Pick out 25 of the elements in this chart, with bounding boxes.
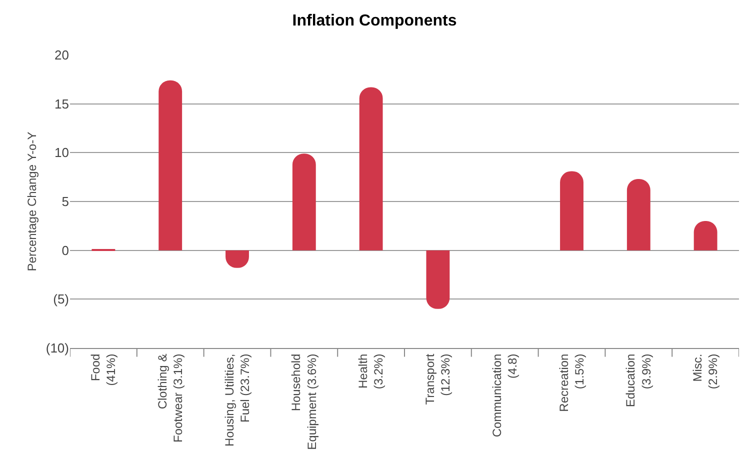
y-tick-label: 15 [54,96,69,112]
x-tick-label: Communication (4.8) [490,354,520,438]
y-tick-label: 20 [54,48,69,63]
chart-title: Inflation Components [292,12,457,30]
y-tick-label: (5) [53,292,69,307]
bar [359,87,383,250]
x-tick-label: Misc. (2.9%) [690,354,720,390]
x-tick-label: Food (41%) [88,354,118,386]
y-tick-label: 10 [54,145,69,160]
bar [426,250,450,309]
x-tick-label: Education (3.9%) [624,354,654,408]
x-tick-label: Recreation (1.5%) [556,354,586,412]
x-tick-label: Transport (12.3%) [423,353,453,405]
bar [560,171,584,250]
y-axis-title: Percentage Change Y-o-Y [25,132,39,272]
bar [158,80,182,250]
x-tick-label: Clothing & Footwear (3.1%) [155,354,186,443]
x-tick-label: Household Equipment (3.6%) [289,354,319,450]
x-tick-label: Housing, Utilities, Fuel (23.7%) [222,354,252,447]
y-tick-label: 0 [62,242,69,258]
x-tick-label: Health (3.2%) [356,354,386,390]
bar [292,154,316,250]
bar [626,179,650,250]
y-tick-label: (10) [46,340,69,356]
y-tick-label: 5 [62,194,69,210]
